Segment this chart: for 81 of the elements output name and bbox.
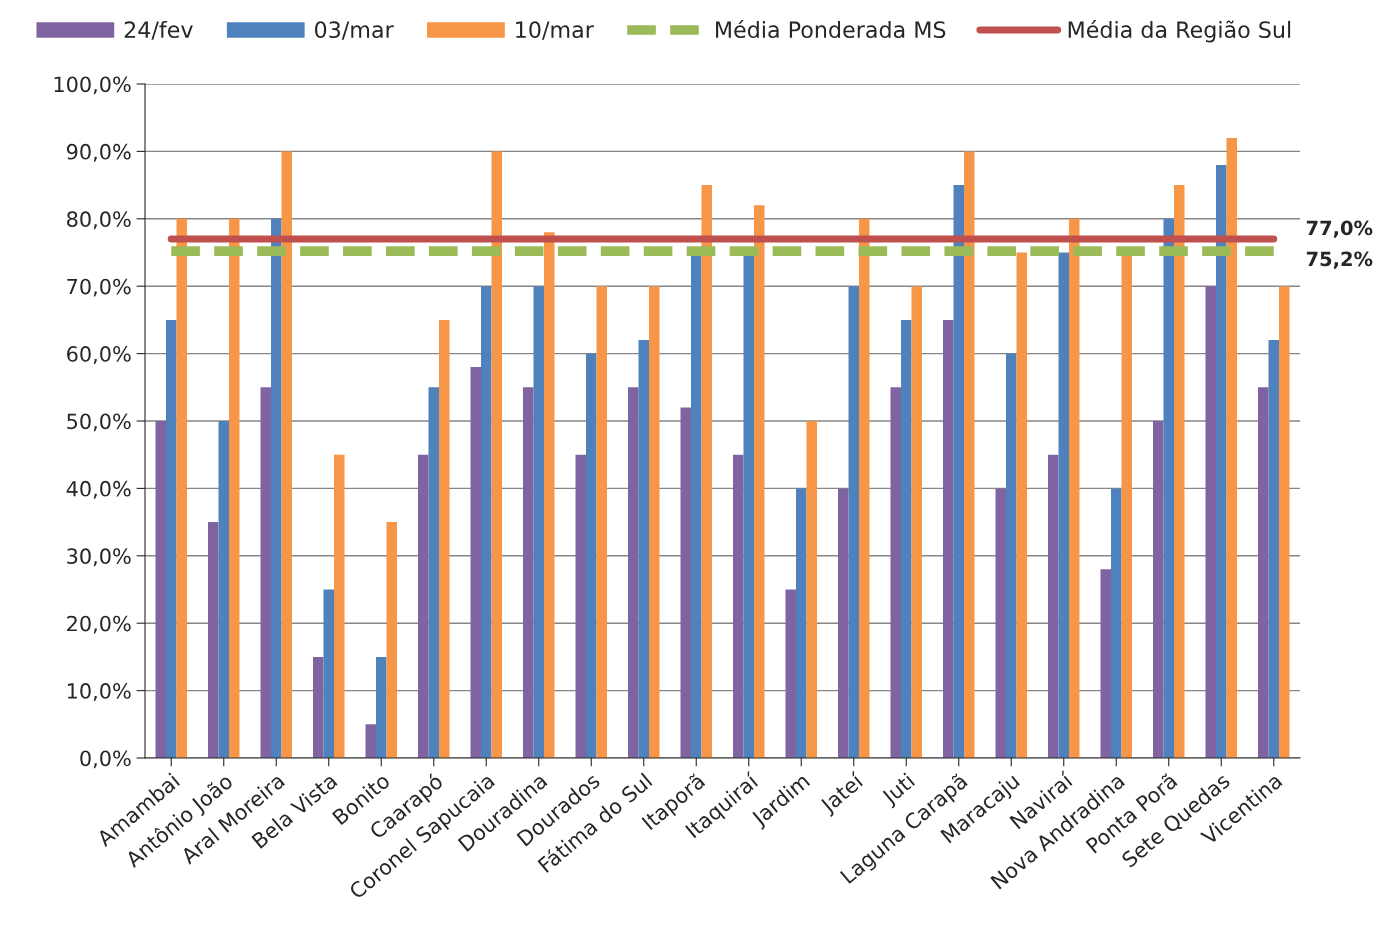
bar	[1016, 252, 1027, 758]
bar	[785, 589, 796, 758]
bar	[1205, 286, 1216, 758]
bar	[995, 488, 1006, 758]
bar	[229, 218, 240, 758]
y-tick-label: 40,0%	[66, 480, 131, 499]
bar	[733, 454, 744, 758]
bar	[911, 286, 922, 758]
y-tick-label: 90,0%	[66, 143, 131, 162]
bar	[943, 319, 954, 758]
bar	[1048, 454, 1059, 758]
bar	[313, 656, 324, 758]
bar	[901, 319, 912, 758]
bar	[418, 454, 429, 758]
bar	[859, 218, 870, 758]
bar	[481, 286, 492, 758]
y-tick-label: 0,0%	[80, 750, 131, 769]
bar	[1279, 286, 1290, 758]
legend-label: Média Ponderada MS	[716, 20, 946, 39]
bar	[208, 522, 219, 758]
y-tick-label: 70,0%	[67, 278, 131, 297]
bar	[365, 724, 376, 758]
annotation: 77,0%	[1306, 220, 1373, 238]
bar	[439, 319, 450, 758]
bar	[701, 185, 712, 758]
bar	[649, 286, 660, 758]
bar	[796, 488, 807, 758]
bar	[1100, 569, 1111, 758]
bar	[260, 387, 271, 758]
y-tick-label: 60,0%	[67, 346, 131, 364]
bar	[1058, 252, 1069, 758]
bar	[334, 454, 345, 758]
bar	[638, 340, 649, 758]
bar	[155, 421, 166, 758]
bar	[586, 353, 597, 758]
bar	[523, 387, 534, 758]
bar	[848, 286, 859, 758]
bar	[806, 421, 817, 758]
y-tick-label: 80,0%	[67, 211, 131, 230]
bar	[376, 656, 387, 758]
bar	[1258, 387, 1269, 758]
bar	[964, 151, 975, 758]
bar	[491, 151, 502, 758]
legend-label: 10/mar	[516, 21, 594, 40]
legend-label: 03/mar	[315, 21, 394, 40]
y-tick-label: 100,0%	[54, 76, 131, 95]
bar	[1174, 185, 1185, 758]
bar	[838, 488, 849, 758]
bar	[1216, 164, 1227, 758]
bar	[1153, 421, 1164, 758]
bar	[323, 589, 334, 758]
legend-label: 24/fev	[124, 20, 193, 40]
bar	[533, 286, 544, 758]
bar	[218, 421, 229, 758]
bar	[575, 454, 586, 758]
bar	[271, 218, 282, 758]
bar	[470, 367, 481, 758]
bar	[1111, 488, 1122, 758]
bar	[1069, 218, 1080, 758]
bar	[1268, 340, 1279, 758]
bar	[544, 232, 555, 758]
bar	[1163, 218, 1174, 758]
bar	[596, 286, 607, 758]
bar	[428, 387, 439, 758]
y-tick-label: 20,0%	[67, 615, 131, 634]
bar	[1226, 137, 1237, 758]
bar	[754, 205, 765, 758]
y-tick-label: 30,0%	[67, 548, 131, 567]
bar	[1006, 353, 1017, 758]
legend-label: Média da Região Sul	[1068, 20, 1291, 43]
y-tick-label: 50,0%	[67, 413, 131, 432]
bar	[680, 407, 691, 758]
bar	[166, 319, 177, 758]
bar	[386, 522, 397, 758]
bar	[628, 387, 639, 758]
bar	[281, 151, 292, 758]
y-tick-label: 10,0%	[67, 683, 131, 701]
bar	[176, 218, 187, 758]
annotation: 75,2%	[1306, 251, 1373, 269]
bar	[890, 387, 901, 758]
bar	[953, 185, 964, 758]
